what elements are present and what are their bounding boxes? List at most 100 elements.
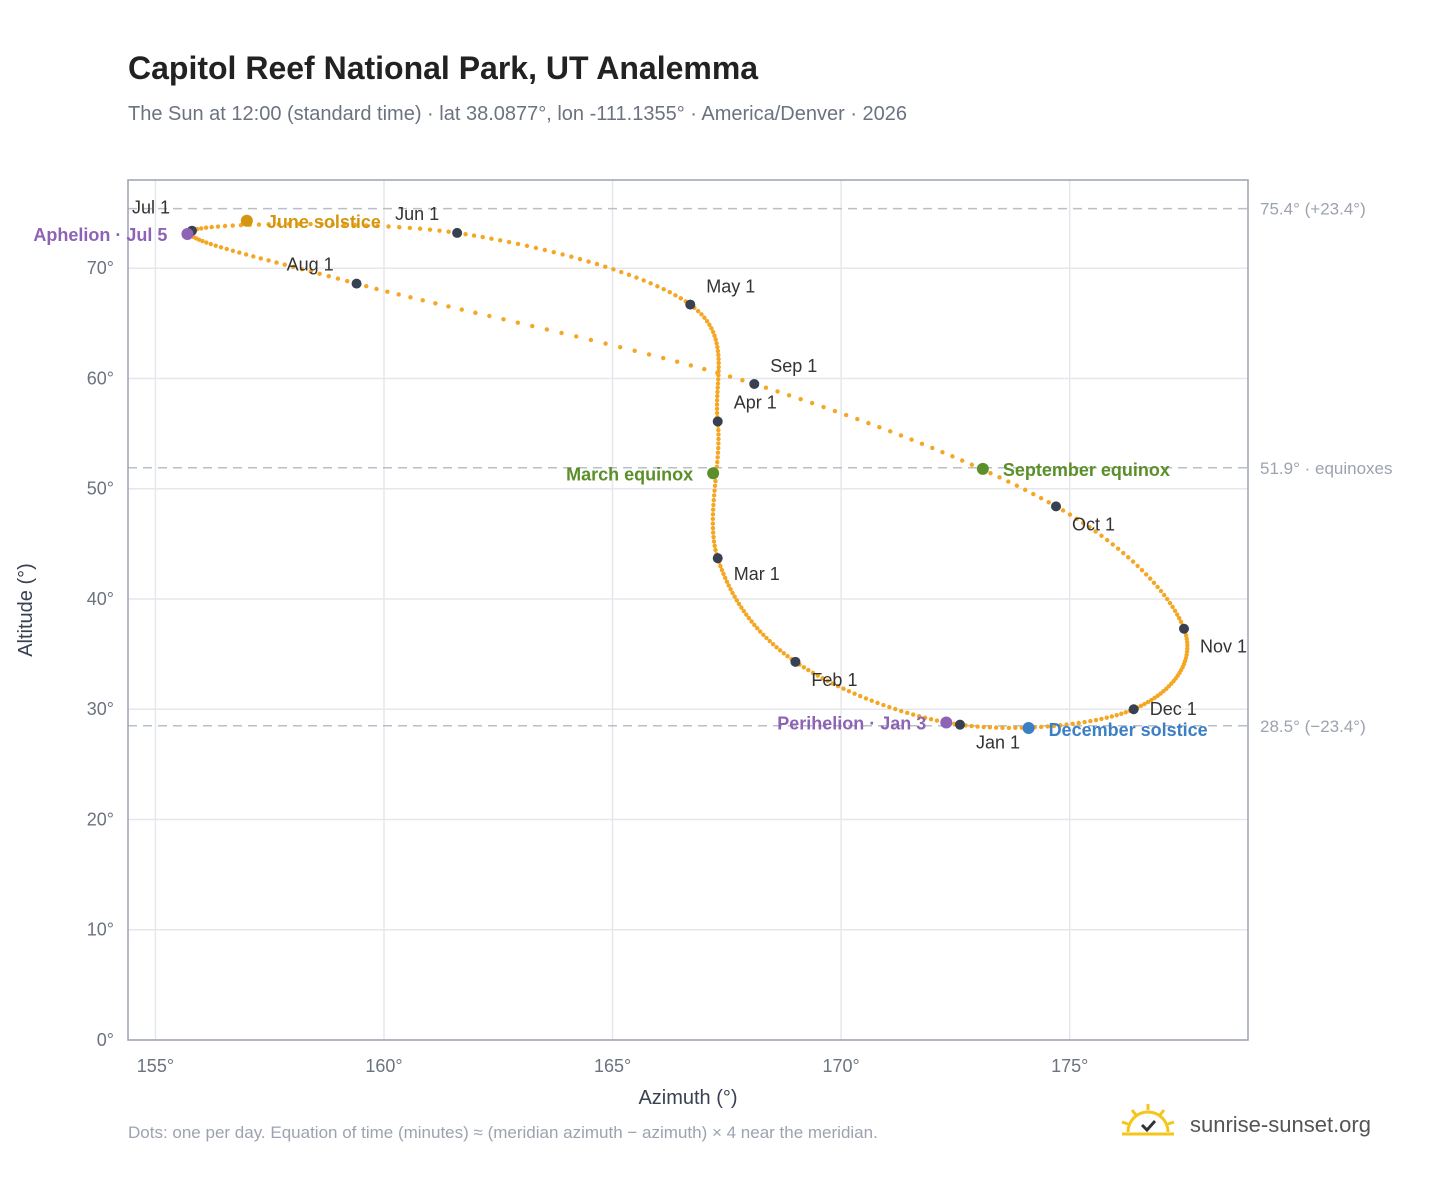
y-tick-label: 70° — [87, 258, 114, 278]
daily-sun-dot — [716, 427, 721, 433]
event-label: September equinox — [1003, 460, 1170, 480]
daily-sun-dot — [353, 222, 358, 228]
daily-sun-dot — [673, 293, 678, 298]
x-tick-label: 170° — [823, 1056, 860, 1076]
daily-sun-dot — [715, 344, 720, 350]
daily-sun-dot — [603, 264, 608, 269]
daily-sun-dot — [530, 323, 535, 329]
daily-sun-dot — [830, 681, 836, 686]
daily-sun-dot — [832, 408, 838, 414]
daily-sun-dot — [711, 497, 716, 503]
daily-sun-dot — [1006, 725, 1012, 731]
event-marker — [240, 214, 253, 227]
daily-sun-dot — [1185, 646, 1190, 651]
daily-sun-dot — [841, 686, 846, 691]
daily-sun-dot — [501, 317, 506, 322]
month-markers: Jan 1 Feb 1 Mar 1 Apr 1 May 1 Jun 1 Jul 1 Aug 1… — [132, 198, 1247, 753]
daily-sun-dot — [209, 224, 214, 230]
daily-sun-dot — [1023, 487, 1028, 493]
daily-sun-dot — [809, 400, 815, 406]
daily-sun-dot — [863, 696, 869, 701]
daily-sun-dot — [704, 319, 710, 324]
daily-sun-dot — [825, 678, 830, 684]
daily-sun-dot — [716, 360, 721, 366]
daily-sun-dot — [661, 287, 666, 292]
x-tick-label: 165° — [594, 1056, 631, 1076]
daily-sun-dot — [498, 238, 503, 243]
daily-sun-dot — [407, 225, 413, 231]
daily-sun-dot — [678, 296, 683, 301]
daily-sun-dot — [276, 221, 281, 227]
daily-sun-dot — [417, 226, 423, 231]
daily-sun-dot — [716, 377, 721, 382]
daily-sun-dot — [1149, 697, 1154, 703]
daily-sun-dot — [1164, 596, 1170, 602]
daily-sun-dot — [1074, 516, 1079, 521]
month-marker — [1179, 623, 1189, 634]
brand[interactable]: sunrise-sunset.org — [1120, 1100, 1420, 1150]
daily-sun-dot — [1158, 691, 1163, 696]
daily-sun-dot — [266, 222, 271, 227]
event-marker — [1022, 721, 1035, 734]
daily-sun-dot — [1058, 723, 1063, 728]
daily-sun-dot — [981, 724, 986, 730]
month-marker — [790, 656, 801, 667]
daily-sun-dot — [916, 714, 922, 719]
daily-sun-dot — [243, 252, 249, 257]
daily-sun-dot — [646, 352, 652, 357]
daily-sun-dot — [1139, 567, 1145, 573]
daily-sun-dot — [1145, 699, 1151, 705]
daily-sun-dot — [777, 648, 783, 653]
daily-sun-dot — [330, 222, 335, 227]
daily-sun-dot — [1183, 633, 1189, 638]
daily-sun-dot — [1014, 483, 1020, 488]
month-label: May 1 — [706, 277, 755, 297]
daily-sun-dot — [1039, 724, 1044, 730]
daily-sun-dot — [1147, 576, 1153, 581]
daily-sun-dot — [397, 224, 402, 230]
daily-sun-dot — [617, 344, 623, 350]
daily-sun-dot — [905, 710, 910, 716]
daily-sun-dot — [335, 276, 341, 281]
daily-sun-dot — [1099, 716, 1104, 722]
y-tick-label: 10° — [87, 920, 114, 940]
month-label: Jun 1 — [395, 204, 439, 224]
sun-logo-icon — [1121, 1104, 1175, 1136]
daily-sun-dot — [875, 700, 880, 706]
daily-sun-dot — [746, 615, 752, 621]
daily-sun-dot — [764, 635, 769, 641]
daily-sun-dot — [619, 269, 624, 275]
month-label: Feb 1 — [811, 670, 857, 690]
daily-sun-dot — [648, 281, 653, 286]
daily-sun-dot — [487, 313, 492, 319]
month-label: Nov 1 — [1200, 637, 1247, 657]
daily-sun-dot — [1093, 717, 1099, 723]
daily-sun-dot — [1076, 720, 1081, 726]
month-marker — [685, 299, 696, 310]
daily-sun-dot — [709, 326, 714, 331]
daily-sun-dot — [960, 458, 965, 463]
daily-sun-dot — [586, 259, 591, 264]
daily-sun-dot — [1109, 714, 1114, 719]
daily-sun-dot — [714, 410, 720, 416]
reference-line-label: 28.5° (−23.4°) — [1260, 717, 1366, 736]
daily-sun-dot — [716, 432, 721, 437]
daily-sun-dot — [730, 590, 735, 596]
daily-sun-dot — [922, 715, 928, 720]
daily-sun-dot — [740, 378, 745, 383]
daily-sun-dot — [459, 307, 464, 312]
daily-sun-dot — [893, 706, 898, 712]
daily-sun-dot — [987, 725, 993, 730]
daily-sun-dot — [230, 248, 236, 253]
chart-title: Capitol Reef National Park, UT Analemma — [128, 50, 759, 86]
daily-sun-dot — [473, 310, 478, 315]
daily-sun-dot — [420, 298, 425, 303]
daily-sun-dot — [308, 221, 313, 227]
daily-sun-dot — [695, 308, 701, 314]
daily-sun-dot — [385, 289, 390, 294]
daily-sun-dot — [208, 241, 214, 247]
daily-sun-dot — [728, 587, 733, 592]
daily-sun-dot — [997, 475, 1002, 480]
daily-sun-dot — [744, 612, 749, 617]
daily-sun-dot — [988, 470, 993, 476]
